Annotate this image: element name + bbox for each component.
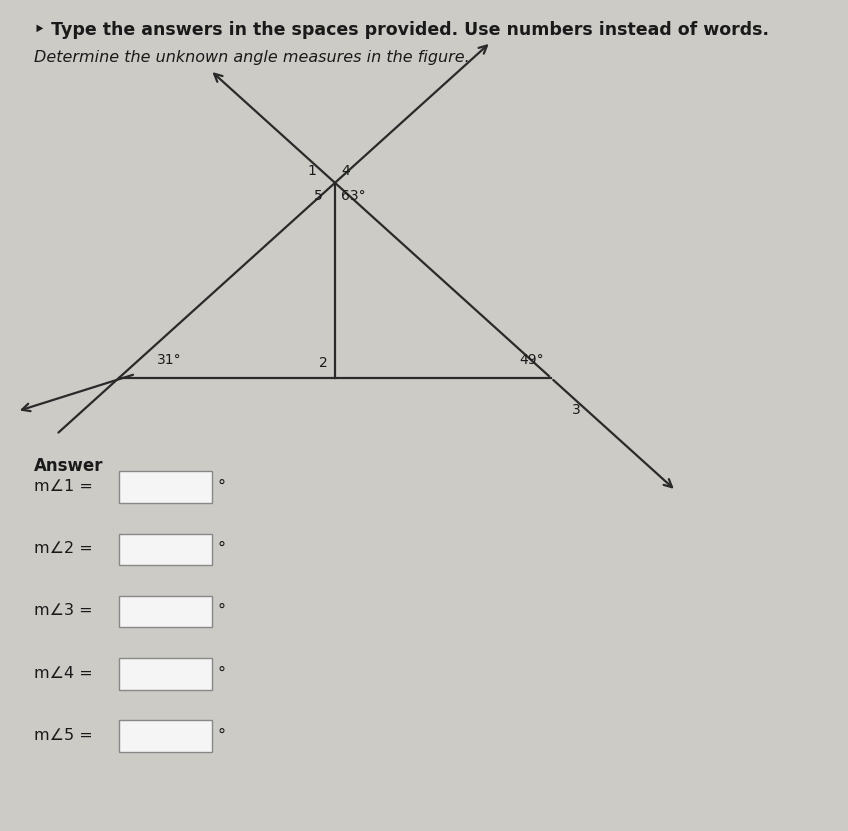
- Text: Answer: Answer: [34, 457, 103, 475]
- Text: m∠5 =: m∠5 =: [34, 728, 92, 743]
- Text: m∠2 =: m∠2 =: [34, 541, 92, 556]
- Text: °: °: [217, 728, 225, 743]
- Text: m∠4 =: m∠4 =: [34, 666, 92, 681]
- Text: 5: 5: [314, 189, 323, 203]
- FancyBboxPatch shape: [119, 596, 212, 627]
- Text: 2: 2: [320, 356, 328, 370]
- Text: 31°: 31°: [157, 353, 181, 367]
- FancyBboxPatch shape: [119, 534, 212, 565]
- Text: m∠3 =: m∠3 =: [34, 603, 92, 618]
- Text: 3: 3: [572, 403, 581, 417]
- Text: ‣ Type the answers in the spaces provided. Use numbers instead of words.: ‣ Type the answers in the spaces provide…: [34, 21, 769, 39]
- Text: °: °: [217, 603, 225, 618]
- Text: Determine the unknown angle measures in the figure.: Determine the unknown angle measures in …: [34, 50, 470, 65]
- Text: 1: 1: [308, 165, 316, 179]
- Text: °: °: [217, 479, 225, 494]
- FancyBboxPatch shape: [119, 658, 212, 690]
- Text: 49°: 49°: [520, 353, 544, 367]
- Text: m∠1 =: m∠1 =: [34, 479, 92, 494]
- FancyBboxPatch shape: [119, 720, 212, 752]
- Text: °: °: [217, 666, 225, 681]
- Text: 63°: 63°: [341, 189, 365, 203]
- Text: 4: 4: [341, 165, 350, 179]
- Text: °: °: [217, 541, 225, 556]
- FancyBboxPatch shape: [119, 471, 212, 503]
